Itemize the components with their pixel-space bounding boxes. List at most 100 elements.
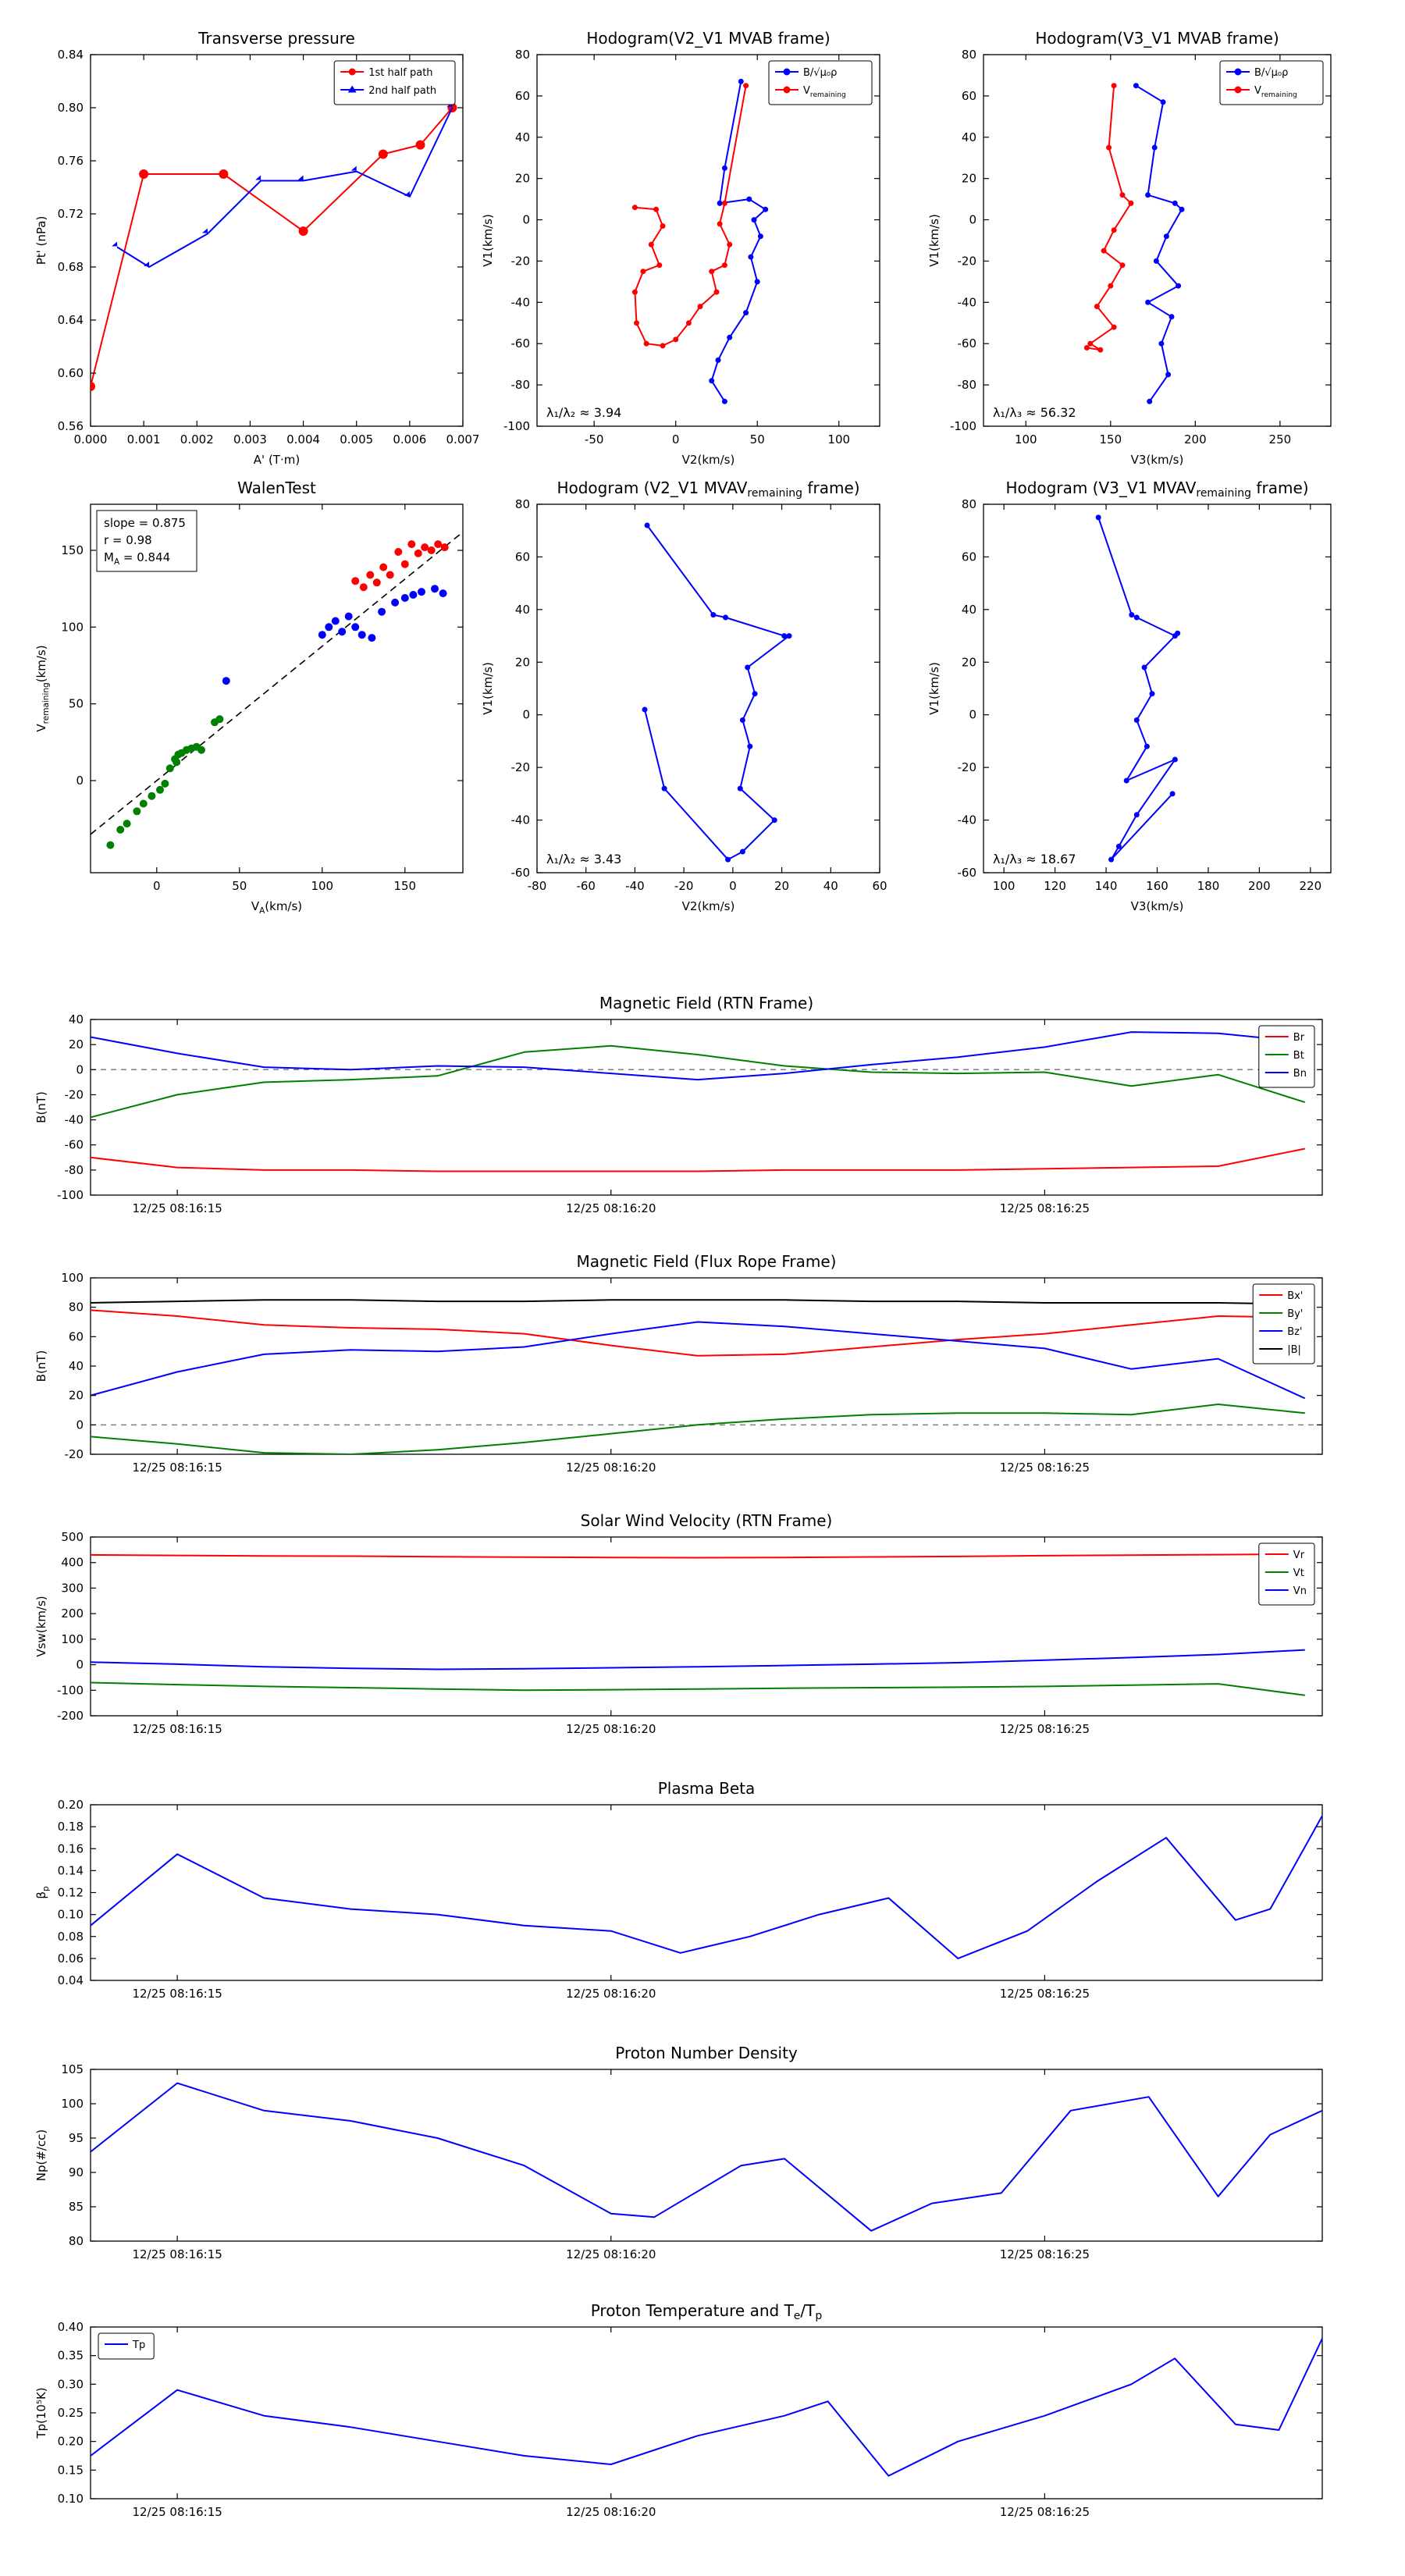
svg-text:0.04: 0.04 bbox=[58, 1973, 84, 1987]
svg-text:20: 20 bbox=[962, 172, 976, 186]
svg-text:250: 250 bbox=[1269, 432, 1292, 447]
series-2nd-half-path bbox=[112, 102, 454, 268]
svg-text:0.14: 0.14 bbox=[58, 1863, 84, 1877]
svg-text:Bt: Bt bbox=[1293, 1050, 1304, 1062]
svg-text:12/25 08:16:20: 12/25 08:16:20 bbox=[566, 1201, 656, 1215]
x-axis-label: A' (T·m) bbox=[254, 453, 300, 467]
svg-text:0.10: 0.10 bbox=[58, 2492, 84, 2506]
x-axis-label: VA​(km/s) bbox=[251, 899, 302, 916]
svg-text:140: 140 bbox=[1095, 879, 1118, 893]
svg-text:-40: -40 bbox=[625, 879, 645, 893]
svg-text:90: 90 bbox=[69, 2165, 84, 2179]
svg-text:-100: -100 bbox=[503, 419, 530, 433]
axes-frame bbox=[90, 1277, 1323, 1455]
svg-text:0.005: 0.005 bbox=[340, 432, 373, 447]
series-V-hodogram bbox=[642, 522, 792, 863]
y-axis-label: B(nT) bbox=[34, 1350, 48, 1382]
legend: Tp bbox=[98, 2332, 155, 2360]
series-B-sqrt-mu0-rho- bbox=[1133, 83, 1185, 404]
panel-vsw: 12/25 08:16:15 12/25 08:16:20 12/25 08:16:… bbox=[34, 1511, 1323, 1736]
svg-text:150: 150 bbox=[61, 543, 84, 557]
series-first-interval bbox=[106, 715, 224, 849]
axes-frame bbox=[983, 503, 1332, 873]
y-axis-label: V1(km/s) bbox=[927, 214, 941, 267]
panel-hod_v2v1_mvab: -50 0 50 100 -100 -80 -60 -40 -20 0 20 40 60 80 Hodogr… bbox=[481, 29, 880, 467]
y-axis-label: Np(#/cc) bbox=[34, 2129, 48, 2182]
svg-text:-50: -50 bbox=[585, 432, 604, 447]
svg-text:500: 500 bbox=[61, 1530, 84, 1544]
svg-text:100: 100 bbox=[61, 2097, 84, 2111]
axes-frame bbox=[536, 54, 880, 427]
svg-text:-20: -20 bbox=[65, 1447, 84, 1461]
panel-hod_v3v1_mvab: 100 150 200 250 -100 -80 -60 -40 -20 0 20 40 60 80 Hod… bbox=[927, 29, 1332, 467]
series-Vn bbox=[91, 1649, 1305, 1670]
y-axis-label: V1(km/s) bbox=[927, 662, 941, 715]
svg-text:-40: -40 bbox=[511, 813, 531, 827]
y-axis-label: βp​ bbox=[34, 1886, 51, 1899]
svg-text:0: 0 bbox=[969, 213, 976, 227]
svg-text:0.72: 0.72 bbox=[58, 207, 84, 221]
panel-tp: 12/25 08:16:15 12/25 08:16:20 12/25 08:16:… bbox=[34, 2301, 1323, 2519]
svg-text:0.004: 0.004 bbox=[286, 432, 320, 447]
svg-text:-100: -100 bbox=[57, 1683, 84, 1697]
svg-text:200: 200 bbox=[1184, 432, 1207, 447]
svg-text:-60: -60 bbox=[958, 336, 977, 350]
svg-text:0.40: 0.40 bbox=[58, 2320, 84, 2334]
svg-text:0: 0 bbox=[729, 879, 737, 893]
x-axis-label: V2(km/s) bbox=[682, 899, 735, 913]
svg-text:0.80: 0.80 bbox=[58, 101, 84, 115]
series-Vr bbox=[91, 1553, 1305, 1559]
svg-text:0.007: 0.007 bbox=[446, 432, 480, 447]
svg-text:80: 80 bbox=[962, 48, 976, 62]
svg-text:0.35: 0.35 bbox=[58, 2349, 84, 2363]
svg-text:Tp: Tp bbox=[132, 2339, 145, 2351]
svg-text:0.68: 0.68 bbox=[58, 260, 84, 274]
svg-text:40: 40 bbox=[515, 603, 530, 617]
series-V-hodogram bbox=[1095, 514, 1181, 863]
panel-mag_rtn: 12/25 08:16:15 12/25 08:16:20 12/25 08:16:… bbox=[34, 994, 1323, 1215]
panel-walen: 0 50 100 150 0 50 100 150 WalenTest VA​(km/s) Vrem… bbox=[34, 479, 464, 916]
svg-text:0.08: 0.08 bbox=[58, 1930, 84, 1944]
svg-text:0: 0 bbox=[969, 708, 976, 722]
legend: Bx' By' Bz' |B| bbox=[1252, 1283, 1315, 1364]
svg-text:slope = 0.875: slope = 0.875 bbox=[104, 516, 186, 530]
series--B- bbox=[91, 1299, 1305, 1305]
svg-text:80: 80 bbox=[69, 2234, 84, 2248]
svg-text:80: 80 bbox=[515, 497, 530, 511]
chart-title: Transverse pressure bbox=[197, 29, 355, 48]
svg-text:20: 20 bbox=[515, 172, 530, 186]
svg-text:12/25 08:16:15: 12/25 08:16:15 bbox=[132, 1461, 222, 1475]
chart-title: Solar Wind Velocity (RTN Frame) bbox=[581, 1511, 833, 1530]
panel-np: 12/25 08:16:15 12/25 08:16:20 12/25 08:16:… bbox=[34, 2044, 1323, 2261]
svg-text:100: 100 bbox=[1015, 432, 1037, 447]
svg-text:12/25 08:16:20: 12/25 08:16:20 bbox=[566, 1461, 656, 1475]
svg-text:0.76: 0.76 bbox=[58, 154, 84, 168]
svg-text:0.30: 0.30 bbox=[58, 2377, 84, 2391]
svg-text:400: 400 bbox=[61, 1556, 84, 1570]
svg-text:-80: -80 bbox=[958, 378, 977, 392]
svg-text:40: 40 bbox=[823, 879, 838, 893]
axes-frame bbox=[90, 2326, 1323, 2500]
chart-title: Hodogram (V3_V1 MVAVremaining​ frame) bbox=[1005, 479, 1308, 500]
series-second-interval bbox=[222, 585, 447, 685]
legend: Vr Vt Vn bbox=[1258, 1542, 1315, 1606]
svg-text:0: 0 bbox=[76, 774, 84, 788]
chart-title: Plasma Beta bbox=[658, 1779, 756, 1798]
svg-text:100: 100 bbox=[311, 879, 333, 893]
svg-text:-40: -40 bbox=[511, 295, 531, 309]
y-axis-label: V1(km/s) bbox=[481, 214, 495, 267]
svg-text:60: 60 bbox=[69, 1329, 84, 1343]
svg-text:0.006: 0.006 bbox=[393, 432, 426, 447]
svg-text:B/√μ₀ρ: B/√μ₀ρ bbox=[1254, 67, 1288, 79]
eigenvalue-annotation: λ₁/λ₂ ≈ 3.43 bbox=[546, 852, 621, 866]
chart-title: Proton Number Density bbox=[615, 2044, 798, 2062]
y-axis-label: B(nT) bbox=[34, 1091, 48, 1123]
svg-text:0.15: 0.15 bbox=[58, 2463, 84, 2477]
svg-text:Bx': Bx' bbox=[1287, 1290, 1303, 1302]
svg-text:100: 100 bbox=[61, 1632, 84, 1646]
axes-frame bbox=[90, 54, 464, 427]
svg-text:-80: -80 bbox=[511, 378, 531, 392]
svg-text:0.16: 0.16 bbox=[58, 1841, 84, 1856]
svg-text:60: 60 bbox=[515, 89, 530, 103]
svg-text:200: 200 bbox=[1248, 879, 1271, 893]
